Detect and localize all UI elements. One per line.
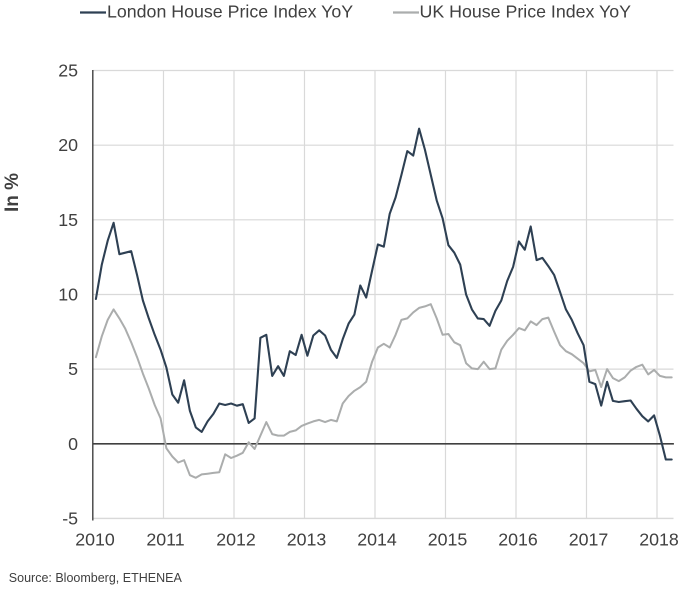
- svg-text:15: 15: [58, 210, 78, 230]
- svg-text:0: 0: [68, 434, 78, 454]
- svg-text:2014: 2014: [357, 530, 397, 550]
- svg-text:2016: 2016: [498, 530, 538, 550]
- svg-text:5: 5: [68, 359, 78, 379]
- svg-text:-5: -5: [62, 509, 78, 529]
- svg-text:2012: 2012: [216, 530, 256, 550]
- svg-text:2017: 2017: [569, 530, 609, 550]
- svg-text:2013: 2013: [287, 530, 327, 550]
- svg-text:Source: Bloomberg, ETHENEA: Source: Bloomberg, ETHENEA: [9, 571, 183, 585]
- svg-text:10: 10: [58, 285, 78, 305]
- svg-text:In %: In %: [2, 173, 23, 212]
- svg-text:20: 20: [58, 135, 78, 155]
- svg-text:London House Price Index YoY: London House Price Index YoY: [107, 2, 353, 22]
- svg-text:2010: 2010: [75, 530, 115, 550]
- svg-text:2015: 2015: [428, 530, 468, 550]
- svg-text:2018: 2018: [639, 530, 679, 550]
- svg-text:25: 25: [58, 61, 78, 81]
- svg-text:UK House Price Index YoY: UK House Price Index YoY: [420, 2, 632, 22]
- svg-text:2011: 2011: [146, 530, 184, 550]
